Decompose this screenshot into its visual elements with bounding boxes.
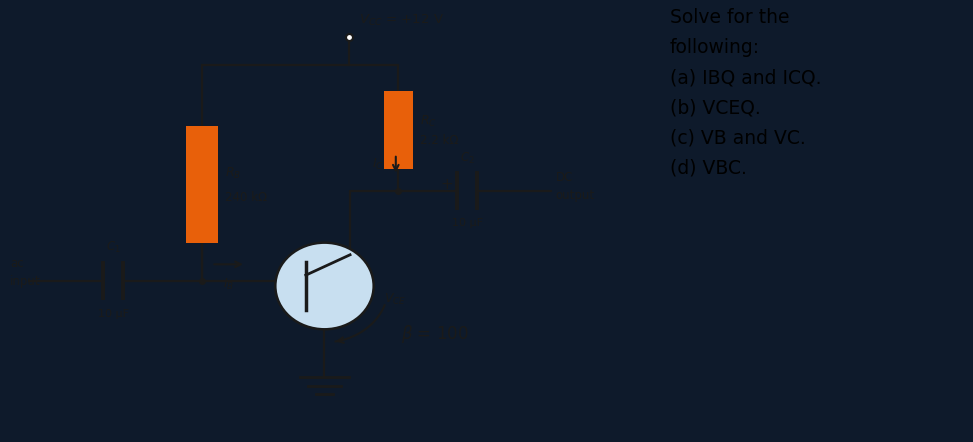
- Text: $C_2$: $C_2$: [460, 150, 475, 166]
- Text: $I_C$: $I_C$: [372, 157, 383, 172]
- Text: 240 kΩ: 240 kΩ: [225, 191, 267, 204]
- Text: +: +: [440, 177, 452, 192]
- Text: ac
input: ac input: [10, 257, 41, 288]
- Text: 10 μF: 10 μF: [97, 309, 128, 319]
- Bar: [383, 91, 413, 169]
- Text: $\beta$ = 100: $\beta$ = 100: [401, 323, 468, 345]
- Text: DC
output: DC output: [556, 171, 595, 202]
- Text: $R_B$: $R_B$: [225, 166, 241, 181]
- Text: $C_1$: $C_1$: [106, 240, 121, 255]
- Text: $I_B$: $I_B$: [223, 277, 234, 293]
- Text: 10 μF: 10 μF: [451, 217, 483, 228]
- Text: $R_C$: $R_C$: [420, 114, 437, 129]
- Text: 2.2 kΩ: 2.2 kΩ: [420, 134, 459, 147]
- Text: Solve for the
following:
(a) IBQ and ICQ.
(b) VCEQ.
(c) VB and VC.
(d) VBC.: Solve for the following: (a) IBQ and ICQ…: [669, 8, 821, 178]
- Text: $V_{CE}$: $V_{CE}$: [383, 291, 406, 306]
- Circle shape: [275, 243, 374, 329]
- Text: $V_{CC}$ = +12 V: $V_{CC}$ = +12 V: [359, 13, 444, 28]
- Bar: [186, 126, 218, 243]
